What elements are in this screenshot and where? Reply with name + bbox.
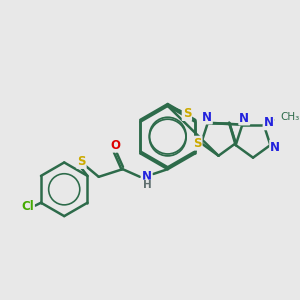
Text: Cl: Cl: [21, 200, 34, 213]
Text: CH₃: CH₃: [280, 112, 299, 122]
Text: O: O: [110, 139, 120, 152]
Text: S: S: [183, 107, 191, 120]
Text: S: S: [193, 137, 202, 150]
Text: S: S: [77, 155, 86, 168]
Text: N: N: [263, 116, 274, 129]
Text: N: N: [142, 170, 152, 183]
Text: H: H: [143, 181, 152, 190]
Text: N: N: [270, 140, 280, 154]
Text: N: N: [202, 111, 212, 124]
Text: N: N: [239, 112, 249, 124]
